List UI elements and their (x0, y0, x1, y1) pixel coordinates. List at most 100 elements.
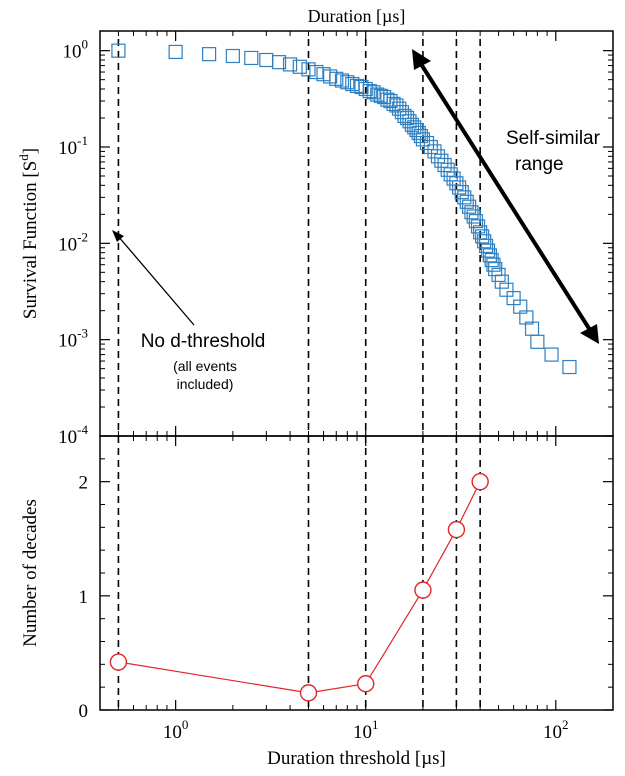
decades-data-points (109, 472, 489, 702)
survival-point (225, 48, 240, 64)
survival-point (479, 238, 494, 254)
top-axis-title: Duration [µs] (308, 6, 406, 26)
survival-y-tick-exponent: 0 (82, 37, 89, 52)
self-similar-label-line2: range (515, 154, 564, 175)
survival-point (202, 47, 217, 62)
decades-y-tick-label: 0 (79, 701, 89, 722)
survival-point (340, 75, 355, 90)
survival-point (462, 199, 477, 214)
survival-point (366, 85, 381, 100)
survival-y-tick-label: 10-2 (58, 229, 88, 255)
survival-point (459, 194, 474, 209)
survival-point (466, 209, 481, 224)
survival-point (440, 162, 455, 177)
survival-function-panel: Duration [µs] Survival Function [Sd] 100… (16, 6, 614, 448)
survival-point (383, 93, 398, 109)
no-threshold-arrow-shaft (117, 235, 195, 326)
survival-y-axis-label-superscript: d (16, 154, 31, 161)
survival-point (446, 171, 461, 186)
survival-point (519, 310, 534, 325)
survival-point (362, 84, 377, 99)
survival-point (292, 59, 307, 74)
all-events-label-line2: included) (177, 376, 234, 392)
survival-point (454, 185, 469, 200)
duration-threshold-x-tick-mantissa: 10 (543, 722, 562, 743)
duration-threshold-x-tick-mantissa: 10 (163, 722, 182, 743)
self-similar-label-line1: Self-similar (506, 128, 601, 149)
survival-point (480, 243, 496, 258)
survival-point (334, 73, 350, 88)
duration-threshold-x-tick-exponent: 2 (562, 717, 569, 732)
survival-y-axis-label-text: Survival Function [S (20, 161, 41, 319)
self-similar-annotation: Self-similar range (412, 49, 601, 344)
decades-point (471, 472, 489, 491)
self-similar-arrow-head-top (412, 49, 431, 70)
survival-point (562, 359, 577, 375)
self-similar-arrow-head-bottom (580, 324, 599, 344)
duration-threshold-x-tick-exponent: 0 (182, 717, 189, 732)
survival-point (482, 248, 497, 263)
duration-threshold-x-tick-label: 100 (163, 717, 189, 743)
decades-panel: 012 100 101 102 Number of decades Duration… (20, 435, 614, 769)
survival-point (486, 257, 501, 272)
survival-y-tick-exponent: -3 (77, 326, 88, 341)
survival-point (394, 105, 409, 120)
duration-threshold-x-axis-label: Duration threshold [µs] (267, 748, 446, 769)
survival-y-tick-exponent: -4 (77, 422, 88, 437)
survival-point (419, 135, 435, 151)
decades-point (447, 520, 466, 539)
survival-y-tick-mantissa: 10 (58, 138, 77, 159)
survival-point (168, 44, 183, 60)
survival-point (309, 64, 324, 80)
survival-point (244, 50, 259, 66)
survival-point (301, 62, 316, 77)
survival-point (282, 57, 298, 72)
bottom-panel-frame (99, 435, 614, 711)
all-events-label-line1: (all events (173, 358, 237, 374)
survival-point (477, 234, 492, 249)
self-similar-arrow-shaft (419, 62, 592, 332)
survival-point (464, 205, 479, 220)
threshold-lines-bottom (117, 436, 481, 710)
decades-y-tick-label: 2 (79, 473, 89, 494)
survival-point (415, 132, 431, 147)
survival-y-tick-mantissa: 10 (58, 427, 77, 448)
survival-point (452, 180, 467, 195)
survival-point (530, 334, 545, 349)
survival-point (392, 101, 407, 116)
duration-threshold-x-tick-label: 101 (353, 717, 379, 743)
survival-point (468, 214, 484, 229)
no-threshold-label: No d-threshold (141, 331, 266, 352)
survival-y-tick-label: 10-3 (58, 326, 88, 352)
survival-point (449, 176, 464, 191)
duration-threshold-x-ticks: 100 101 102 (99, 436, 614, 743)
survival-point (544, 347, 559, 362)
survival-y-tick-mantissa: 10 (58, 331, 77, 352)
top-x-ticks (99, 31, 614, 436)
survival-y-tick-label: 10-4 (58, 422, 88, 448)
survival-point (457, 190, 472, 205)
survival-point (354, 79, 369, 95)
decades-point (357, 675, 375, 693)
survival-point (423, 139, 438, 155)
survival-y-tick-exponent: -1 (77, 133, 88, 148)
survival-point (329, 71, 344, 86)
decades-y-ticks: 0 1 2 (79, 458, 613, 722)
decades-y-axis-label: Number of decades (20, 499, 41, 647)
survival-point (443, 167, 458, 182)
decades-point (414, 581, 432, 599)
duration-threshold-x-tick-exponent: 1 (372, 717, 379, 732)
survival-point (271, 55, 287, 70)
survival-y-tick-mantissa: 10 (63, 42, 82, 63)
survival-y-tick-label: 100 (63, 37, 89, 63)
survival-point (358, 81, 373, 97)
survival-point (397, 108, 412, 124)
threshold-lines-top (117, 39, 481, 436)
survival-y-axis-label: Survival Function [Sd] (16, 148, 41, 319)
decades-point (299, 684, 318, 702)
survival-point (499, 282, 514, 297)
survival-point (259, 52, 274, 68)
survival-y-tick-label: 10-1 (58, 133, 88, 159)
survival-point (484, 252, 499, 268)
